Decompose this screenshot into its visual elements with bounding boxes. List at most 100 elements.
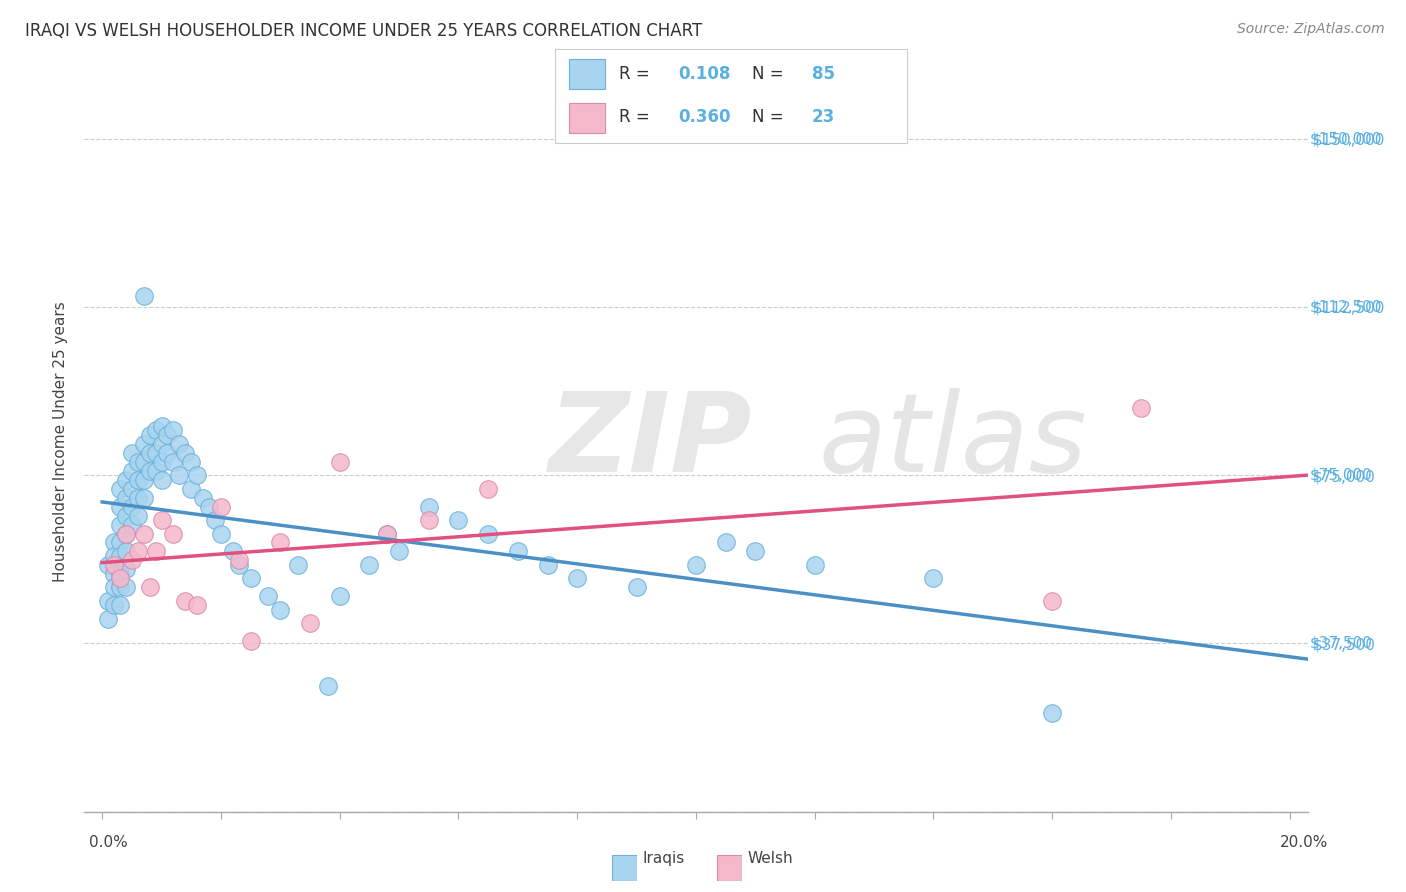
Point [108,482,131,496]
Point [257,590,280,604]
Point [138,446,160,460]
Text: 0.360: 0.360 [678,109,731,127]
Point [108,599,131,613]
Point [180,455,202,469]
Text: R =: R = [619,65,655,83]
Text: ZIP: ZIP [550,388,752,495]
Point [103,535,125,549]
Point [375,526,398,541]
Point [388,544,411,558]
Point [329,455,352,469]
Point [132,473,155,487]
Point [138,427,160,442]
Point [228,558,250,572]
Point [108,580,131,594]
Point [239,634,262,648]
Point [132,526,155,541]
Point [150,473,173,487]
Point [132,289,155,303]
Point [162,455,184,469]
Point [121,464,143,478]
Text: $150,000: $150,000 [1310,131,1382,146]
Point [145,464,167,478]
Point [145,423,167,437]
Point [127,508,149,523]
Text: 85: 85 [813,65,835,83]
Point [567,571,589,585]
Point [150,437,173,451]
Point [138,580,160,594]
Point [329,590,352,604]
Point [191,491,214,505]
Point [150,513,173,527]
Point [108,549,131,563]
Point [186,468,208,483]
Point [127,473,149,487]
Point [269,603,291,617]
Point [174,446,197,460]
Text: $75,000: $75,000 [1310,467,1372,483]
Point [316,679,339,693]
Point [1040,594,1063,608]
Point [209,526,232,541]
Point [97,612,120,626]
Point [626,580,648,594]
Point [121,517,143,532]
Point [156,427,179,442]
Point [132,455,155,469]
Point [132,437,155,451]
Point [115,526,138,541]
Point [108,535,131,549]
Point [174,594,197,608]
FancyBboxPatch shape [569,60,605,89]
Point [359,558,381,572]
Point [97,558,120,572]
Y-axis label: Householder Income Under 25 years: Householder Income Under 25 years [53,301,69,582]
Point [115,473,138,487]
Text: 0.108: 0.108 [678,65,731,83]
Point [108,566,131,581]
Point [162,423,184,437]
Text: 20.0%: 20.0% [1281,836,1329,850]
Text: 23: 23 [813,109,835,127]
Point [298,616,321,631]
Point [685,558,707,572]
Point [169,437,191,451]
Point [145,446,167,460]
Point [103,558,125,572]
Point [121,446,143,460]
Point [115,508,138,523]
Text: N =: N = [752,65,789,83]
Point [418,500,440,514]
Point [744,544,766,558]
Point [536,558,558,572]
Point [375,526,398,541]
Point [115,526,138,541]
Point [138,464,160,478]
Text: $112,500: $112,500 [1310,300,1382,314]
Point [103,549,125,563]
Point [269,535,291,549]
Point [418,513,440,527]
FancyBboxPatch shape [569,103,605,134]
Text: Welsh: Welsh [748,852,793,866]
Point [121,500,143,514]
Point [803,558,825,572]
Point [103,599,125,613]
Point [477,526,499,541]
Point [477,482,499,496]
Point [97,594,120,608]
Point [150,418,173,433]
Point [108,571,131,585]
Point [1130,401,1153,415]
Point [714,535,737,549]
Point [115,580,138,594]
Point [115,562,138,576]
Text: $37,500: $37,500 [1310,636,1372,651]
Point [162,526,184,541]
Point [103,566,125,581]
Text: 0.0%: 0.0% [89,836,128,850]
Point [198,500,221,514]
Point [1040,706,1063,720]
Point [115,491,138,505]
